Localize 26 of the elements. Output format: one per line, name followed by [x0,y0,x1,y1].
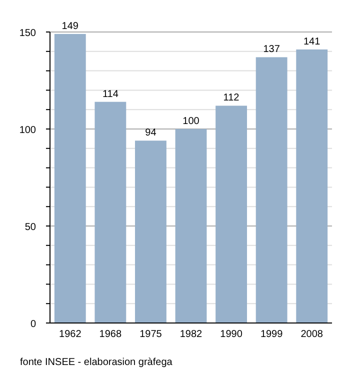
bar [175,129,207,323]
y-tick-label: 150 [19,28,36,39]
x-tick-label: 1990 [220,329,243,340]
bar [296,49,328,323]
data-label: 114 [102,88,119,100]
x-tick-label: 1999 [260,329,284,340]
bar [94,102,126,323]
x-tick-label: 1975 [140,329,162,340]
data-label: 112 [223,92,240,104]
y-tick-label: 100 [19,125,36,136]
bar [54,34,86,323]
bar [256,57,288,323]
data-label: 149 [62,20,79,32]
x-tick-label: 1962 [59,329,82,340]
x-tick-label: 1982 [180,329,203,340]
data-label: 141 [304,36,321,48]
bar [135,140,166,323]
data-label: 100 [182,116,200,127]
bar [216,106,247,323]
y-tick-label: 50 [24,222,36,233]
data-label: 94 [145,128,157,139]
source-note: fonte INSEE - elaborasion gràfega [20,357,173,368]
x-tick-label: 1968 [99,329,122,340]
data-label: 137 [263,44,280,56]
y-tick-label: 0 [30,319,36,330]
x-tick-label: 2008 [300,329,324,340]
